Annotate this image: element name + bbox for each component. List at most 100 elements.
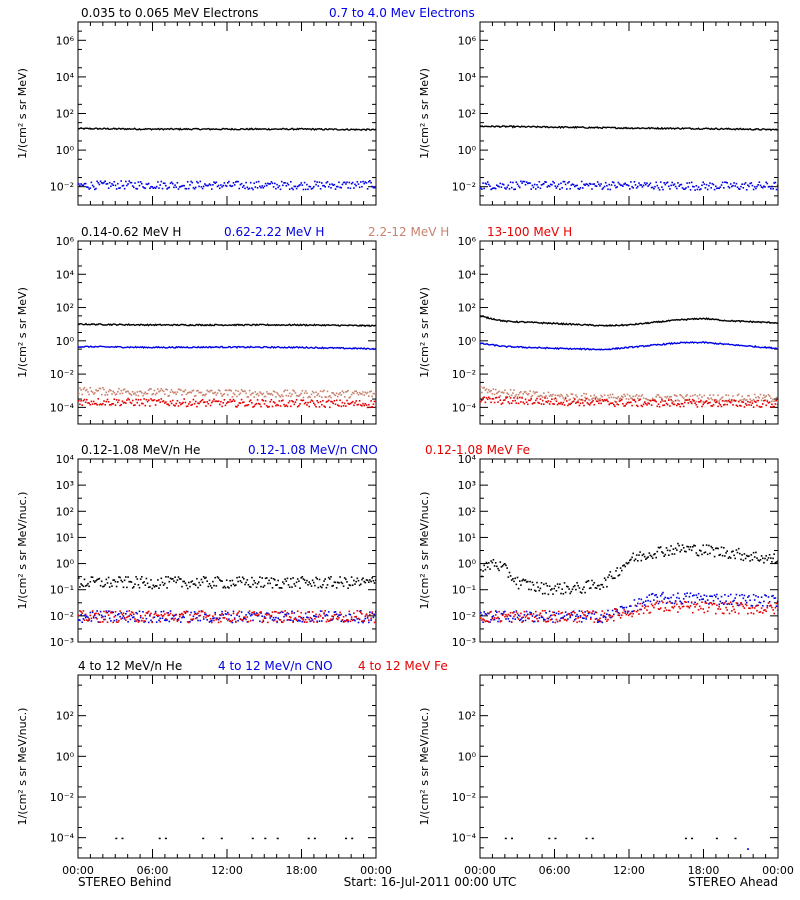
data-point	[494, 610, 497, 612]
data-point	[630, 397, 632, 399]
data-point	[603, 185, 606, 188]
data-point	[546, 617, 549, 620]
data-point	[198, 610, 200, 613]
data-point	[138, 586, 141, 589]
data-point	[742, 605, 745, 608]
data-point	[84, 182, 87, 185]
data-point	[373, 400, 376, 403]
y-axis-label: 1/(cm² s sr MeV)	[418, 287, 431, 378]
data-point	[535, 391, 537, 394]
data-point	[719, 186, 722, 188]
data-point	[759, 601, 762, 604]
data-point	[557, 610, 560, 613]
data-point	[666, 395, 669, 398]
y-tick-label: 10⁴	[56, 268, 75, 281]
data-point	[189, 401, 191, 403]
data-point	[319, 390, 322, 392]
data-point	[253, 579, 255, 582]
data-point	[236, 576, 238, 579]
data-point	[245, 404, 247, 407]
data-point	[232, 398, 235, 401]
data-point	[149, 613, 151, 616]
data-point	[194, 400, 197, 403]
data-point	[687, 546, 690, 548]
data-point	[649, 611, 652, 614]
data-point	[621, 184, 623, 187]
data-point	[135, 611, 137, 614]
data-point	[600, 620, 602, 623]
data-point	[134, 392, 136, 394]
data-point	[680, 394, 683, 397]
data-point	[559, 583, 561, 585]
data-point	[329, 619, 331, 622]
data-point	[739, 404, 741, 407]
data-point	[624, 405, 626, 407]
data-point	[523, 180, 526, 183]
data-point	[114, 184, 117, 187]
data-point	[551, 618, 553, 620]
data-point	[82, 184, 85, 187]
data-point	[766, 605, 769, 607]
series-group	[115, 837, 354, 840]
data-point	[561, 403, 563, 406]
data-point	[294, 401, 297, 403]
data-point	[571, 611, 574, 613]
data-point	[713, 188, 716, 191]
data-point	[753, 556, 756, 558]
data-point	[716, 399, 718, 402]
data-point	[133, 393, 135, 395]
data-point	[541, 399, 544, 402]
data-point	[261, 577, 263, 579]
data-point	[522, 401, 524, 404]
data-point	[481, 391, 483, 394]
data-point	[604, 618, 607, 620]
data-point	[107, 610, 110, 612]
data-point	[745, 399, 748, 401]
data-point	[741, 183, 743, 185]
data-point	[295, 619, 298, 621]
data-point	[698, 549, 701, 552]
data-point	[656, 394, 659, 396]
data-point	[134, 182, 136, 184]
data-point	[772, 594, 774, 597]
data-point	[372, 613, 375, 615]
data-point	[619, 617, 622, 619]
data-point	[741, 603, 743, 606]
data-point	[127, 397, 129, 400]
data-point	[223, 182, 226, 184]
data-point	[774, 181, 777, 184]
data-point	[766, 399, 769, 402]
data-point	[674, 394, 677, 397]
data-point	[363, 394, 365, 396]
data-point	[677, 542, 679, 545]
data-point	[642, 553, 645, 555]
data-point	[299, 615, 301, 618]
data-point	[232, 583, 235, 585]
data-point	[95, 580, 97, 582]
data-point	[757, 559, 759, 561]
data-point	[138, 390, 141, 393]
data-point	[276, 391, 278, 394]
data-point	[145, 183, 148, 185]
data-point	[482, 397, 484, 399]
data-point	[165, 576, 167, 578]
data-point	[162, 182, 165, 184]
data-point	[117, 390, 119, 393]
data-point	[104, 394, 106, 396]
data-point	[647, 402, 649, 404]
data-point	[112, 184, 114, 186]
data-point	[151, 587, 153, 590]
data-point	[188, 581, 190, 584]
data-point	[309, 616, 312, 619]
data-point	[259, 185, 261, 188]
data-point	[700, 401, 702, 403]
data-point	[615, 186, 617, 189]
data-point	[751, 184, 754, 187]
data-point	[776, 403, 778, 406]
data-point	[272, 620, 275, 622]
data-point	[368, 180, 370, 183]
data-point	[208, 583, 211, 585]
data-point	[368, 581, 370, 583]
data-point	[504, 389, 506, 392]
